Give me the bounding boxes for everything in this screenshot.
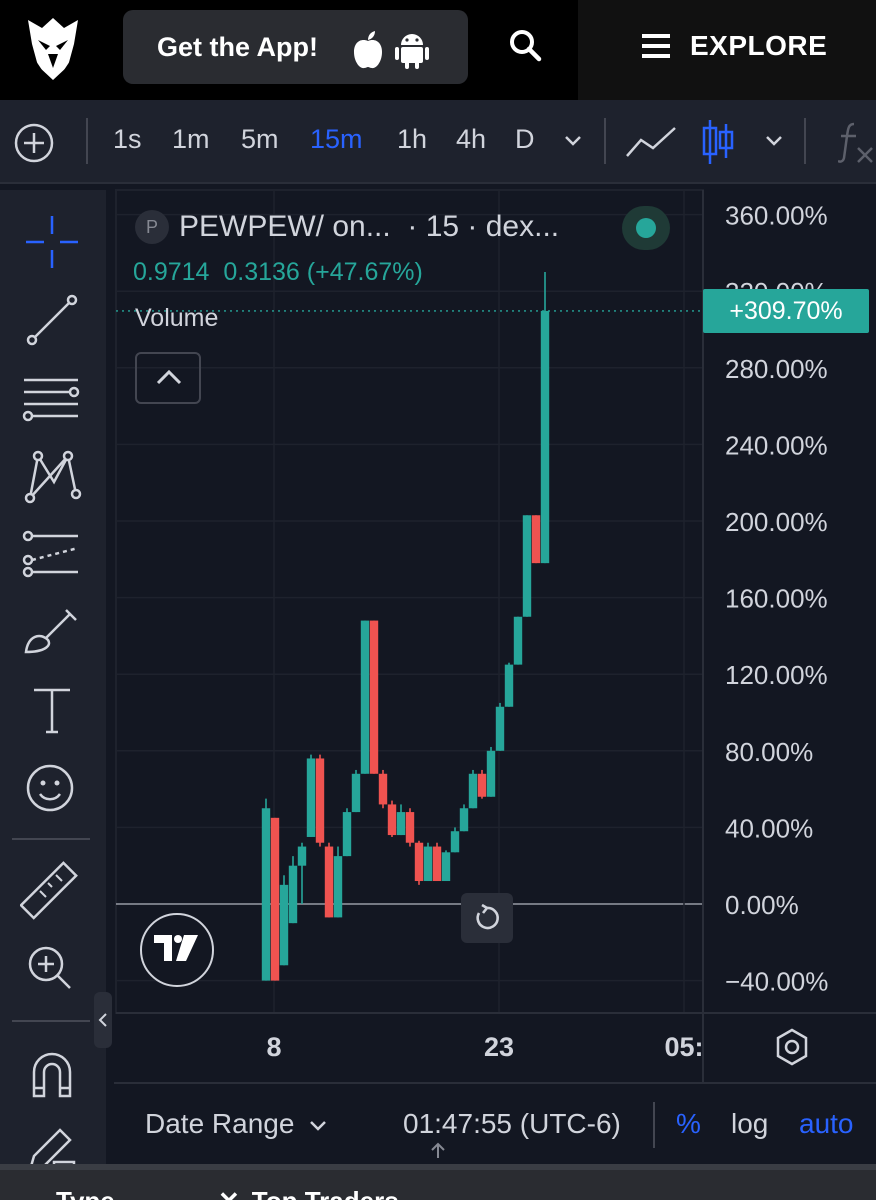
x-icon: ✕: [218, 1186, 240, 1200]
interval-5m[interactable]: 5m: [241, 124, 279, 154]
chart-bottom-bar: Date Range 01:47:55 (UTC-6) % log auto: [114, 1082, 876, 1166]
tab-type-label: Type: [56, 1186, 115, 1200]
pattern-icon[interactable]: [20, 444, 84, 508]
explore-label: EXPLORE: [690, 30, 828, 61]
interval-d[interactable]: D: [515, 124, 535, 154]
ruler-icon[interactable]: [20, 858, 84, 922]
chart-pane[interactable]: [114, 190, 876, 1165]
android-icon[interactable]: [395, 31, 429, 69]
chart-toolbar: 1s 1m 5m 15m 1h 4h D: [0, 100, 876, 184]
get-app-label: Get the App!: [157, 32, 318, 62]
chevron-down-icon[interactable]: [563, 134, 583, 148]
reset-icon: [476, 904, 499, 930]
search-icon[interactable]: [508, 28, 544, 64]
chevron-up-icon: [156, 369, 182, 385]
collapse-legend-button[interactable]: [135, 352, 201, 404]
chevron-left-icon: [98, 1013, 107, 1027]
tradingview-logo[interactable]: [140, 913, 214, 987]
clock-timezone[interactable]: 01:47:55 (UTC-6): [403, 1108, 621, 1139]
chart-settings-icon[interactable]: [772, 1027, 812, 1067]
log-scale-toggle[interactable]: log: [731, 1108, 769, 1139]
bottom-tabs: Type ✕ Top Traders: [0, 1164, 876, 1200]
legend-values: 0.9714 0.3136 (+47.67%): [133, 258, 423, 286]
trend-line-icon[interactable]: [20, 288, 84, 352]
symbol-legend[interactable]: P PEWPEW/ on... · 15 · dex...: [135, 210, 559, 244]
top-bar: Get the App! EXPLORE: [0, 0, 876, 100]
get-app-button[interactable]: Get the App!: [123, 10, 468, 84]
drawing-toolbar: [0, 190, 106, 1180]
toolbar-divider: [12, 1020, 90, 1022]
line-chart-icon[interactable]: [625, 122, 677, 162]
chevron-down-icon[interactable]: [764, 134, 784, 148]
symbol-badge: P: [135, 210, 169, 244]
toolbar-divider: [804, 118, 806, 164]
toolbar-divider: [12, 838, 90, 840]
apple-icon[interactable]: [351, 30, 385, 70]
reset-chart-button[interactable]: [461, 893, 513, 943]
tradingview-logo-icon: [154, 935, 198, 961]
brush-icon[interactable]: [20, 600, 84, 664]
bottom-divider: [653, 1102, 655, 1148]
interval-1h[interactable]: 1h: [397, 124, 428, 154]
horizontal-lines-icon[interactable]: [20, 366, 84, 430]
eagle-logo-icon[interactable]: [24, 14, 82, 84]
interval-4h[interactable]: 4h: [456, 124, 487, 154]
tab-type[interactable]: Type: [20, 1186, 115, 1200]
crosshair-icon[interactable]: [20, 210, 84, 274]
toolbar-divider: [86, 118, 88, 164]
hamburger-menu-icon: [642, 34, 670, 58]
last-price-badge: +309.70%: [703, 288, 869, 333]
live-status-indicator[interactable]: [622, 206, 670, 250]
tab-top-traders-label: Top Traders: [252, 1186, 399, 1200]
interval-15m[interactable]: 15m: [310, 124, 363, 154]
interval-1s[interactable]: 1s: [113, 124, 142, 154]
magnet-icon[interactable]: [20, 1042, 84, 1106]
forecast-icon[interactable]: [20, 522, 84, 586]
explore-button[interactable]: EXPLORE: [578, 0, 876, 100]
collapse-toolbar-button[interactable]: [94, 992, 112, 1048]
auto-scale-toggle[interactable]: auto: [799, 1108, 854, 1139]
footer-divider: [0, 1164, 876, 1170]
tab-top-traders[interactable]: ✕ Top Traders: [218, 1186, 399, 1200]
zoom-in-icon[interactable]: [20, 936, 84, 1000]
text-tool-icon[interactable]: [20, 678, 84, 742]
candles-icon[interactable]: [701, 118, 735, 166]
indicators-fx-icon[interactable]: [838, 120, 876, 164]
chevron-down-icon: [310, 1120, 327, 1131]
date-range-label: Date Range: [145, 1108, 295, 1139]
volume-label[interactable]: Volume: [135, 304, 219, 332]
percent-scale-toggle[interactable]: %: [676, 1108, 701, 1139]
add-symbol-icon[interactable]: [13, 122, 55, 164]
legend-title: PEWPEW/ on... · 15 · dex...: [179, 210, 560, 243]
date-range-button[interactable]: Date Range: [145, 1108, 328, 1140]
toolbar-divider: [604, 118, 606, 164]
interval-1m[interactable]: 1m: [172, 124, 210, 154]
smiley-icon[interactable]: [20, 756, 84, 820]
